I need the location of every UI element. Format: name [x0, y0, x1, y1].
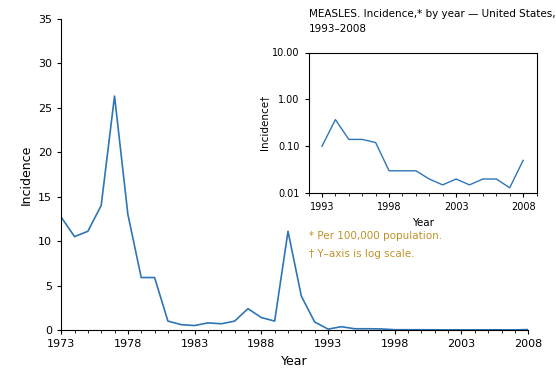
- Y-axis label: Incidence†: Incidence†: [259, 95, 269, 150]
- X-axis label: Year: Year: [411, 218, 434, 228]
- Text: † Y–axis is log scale.: † Y–axis is log scale.: [309, 249, 414, 259]
- Text: MEASLES. Incidence,* by year — United States,: MEASLES. Incidence,* by year — United St…: [309, 9, 555, 20]
- X-axis label: Year: Year: [281, 355, 308, 368]
- Text: * Per 100,000 population.: * Per 100,000 population.: [309, 231, 441, 241]
- Text: 1993–2008: 1993–2008: [309, 24, 366, 34]
- Y-axis label: Incidence: Incidence: [19, 144, 32, 205]
